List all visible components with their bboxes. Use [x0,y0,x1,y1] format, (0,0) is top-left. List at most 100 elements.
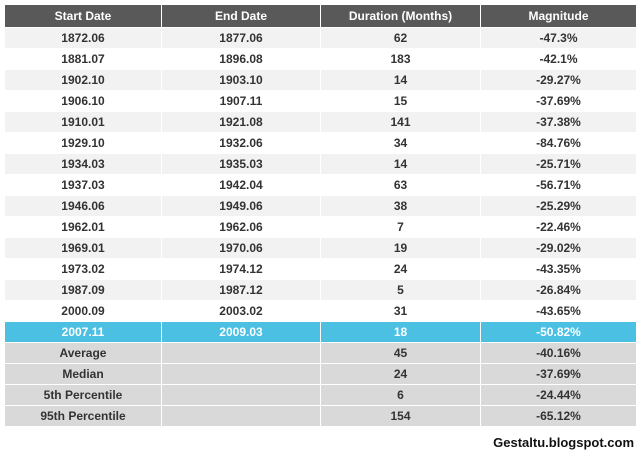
cell: 1962.06 [161,216,321,238]
cell: 1877.06 [161,27,321,49]
cell: 1910.01 [4,111,162,133]
cell: 7 [320,216,481,238]
cell: -43.65% [480,300,637,322]
cell: 1946.06 [4,195,162,217]
cell: 24 [320,363,481,385]
cell: 1949.06 [161,195,321,217]
cell: 1969.01 [4,237,162,259]
highlight-row: 2007.11 2009.03 18 -50.82% [4,321,637,343]
cell: 31 [320,300,481,322]
cell: 19 [320,237,481,259]
summary-row: 5th Percentile 6 -24.44% [4,384,637,406]
cell: 183 [320,48,481,70]
cell: -47.3% [480,27,637,49]
cell: 14 [320,69,481,91]
header-cell: End Date [161,4,321,28]
cell: -22.46% [480,216,637,238]
table: Start Date End Date Duration (Months) Magni… [4,4,637,427]
cell: 1906.10 [4,90,162,112]
summary-label: 5th Percentile [4,384,162,406]
cell: 154 [320,405,481,427]
empty-cell [161,342,321,364]
cell: 2007.11 [4,321,162,343]
row: 1937.03 1942.04 63 -56.71% [4,174,637,196]
row: 1902.10 1903.10 14 -29.27% [4,69,637,91]
cell: 1903.10 [161,69,321,91]
cell: 1942.04 [161,174,321,196]
cell: 1932.06 [161,132,321,154]
cell: 18 [320,321,481,343]
cell: 5 [320,279,481,301]
cell: -43.35% [480,258,637,280]
summary-label: Median [4,363,162,385]
footer: Gestaltu.blogspot.com [493,435,634,450]
cell: 1881.07 [4,48,162,70]
cell: 63 [320,174,481,196]
cell: 2000.09 [4,300,162,322]
summary-label: Average [4,342,162,364]
empty-cell [161,405,321,427]
cell: -42.1% [480,48,637,70]
table-head: Start Date End Date Duration (Months) Magni… [4,4,637,28]
cell: -50.82% [480,321,637,343]
summary-label: 95th Percentile [4,405,162,427]
cell: 6 [320,384,481,406]
cell: 1974.12 [161,258,321,280]
row: 1910.01 1921.08 141 -37.38% [4,111,637,133]
cell: 38 [320,195,481,217]
cell: 1872.06 [4,27,162,49]
row: 1906.10 1907.11 15 -37.69% [4,90,637,112]
header-row: Start Date End Date Duration (Months) Magni… [4,4,637,28]
cell: 14 [320,153,481,175]
row: 1987.09 1987.12 5 -26.84% [4,279,637,301]
cell: 1896.08 [161,48,321,70]
summary-row: 95th Percentile 154 -65.12% [4,405,637,427]
cell: 1921.08 [161,111,321,133]
cell: 62 [320,27,481,49]
cell: -26.84% [480,279,637,301]
cell: 34 [320,132,481,154]
cell: -56.71% [480,174,637,196]
row: 1872.06 1877.06 62 -47.3% [4,27,637,49]
cell: -65.12% [480,405,637,427]
cell: 1902.10 [4,69,162,91]
cell: 1907.11 [161,90,321,112]
cell: 15 [320,90,481,112]
cell: -37.69% [480,90,637,112]
header-cell: Duration (Months) [320,4,481,28]
cell: 45 [320,342,481,364]
header-cell: Start Date [4,4,162,28]
cell: 1970.06 [161,237,321,259]
cell: 1929.10 [4,132,162,154]
cell: -25.71% [480,153,637,175]
table-body: 1872.06 1877.06 62 -47.3% 1881.07 1896.08 183-… [4,27,637,427]
row: 1881.07 1896.08 183 -42.1% [4,48,637,70]
row: 1934.03 1935.03 14 -25.71% [4,153,637,175]
cell: -29.27% [480,69,637,91]
cell: 141 [320,111,481,133]
row: 1973.02 1974.12 24 -43.35% [4,258,637,280]
cell: -24.44% [480,384,637,406]
row: 2000.09 2003.02 31 -43.65% [4,300,637,322]
cell: 24 [320,258,481,280]
cell: 1935.03 [161,153,321,175]
cell: 1934.03 [4,153,162,175]
cell: -29.02% [480,237,637,259]
cell: -25.29% [480,195,637,217]
cell: 2003.02 [161,300,321,322]
summary-row: Median 24 -37.69% [4,363,637,385]
cell: 1987.09 [4,279,162,301]
row: 1969.01 1970.06 19 -29.02% [4,237,637,259]
empty-cell [161,363,321,385]
cell: -84.76% [480,132,637,154]
row: 1946.06 1949.06 38 -25.29% [4,195,637,217]
cell: -37.38% [480,111,637,133]
row: 1929.10 1932.06 34 -84.76% [4,132,637,154]
cell: -40.16% [480,342,637,364]
cell: 1937.03 [4,174,162,196]
row: 1962.01 1962.06 7 -22.46% [4,216,637,238]
cell: 2009.03 [161,321,321,343]
empty-cell [161,384,321,406]
header-cell: Magnitude [480,4,637,28]
